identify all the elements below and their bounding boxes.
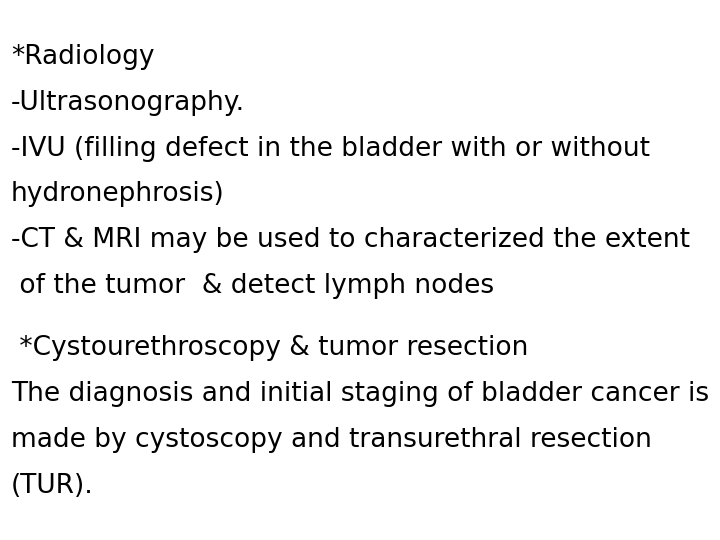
Text: *Cystourethroscopy & tumor resection: *Cystourethroscopy & tumor resection	[11, 335, 528, 361]
Text: *Radiology: *Radiology	[11, 44, 154, 70]
Text: hydronephrosis): hydronephrosis)	[11, 181, 225, 207]
Text: -IVU (filling defect in the bladder with or without: -IVU (filling defect in the bladder with…	[11, 136, 649, 161]
Text: The diagnosis and initial staging of bladder cancer is: The diagnosis and initial staging of bla…	[11, 381, 709, 407]
Text: -CT & MRI may be used to characterized the extent: -CT & MRI may be used to characterized t…	[11, 227, 690, 253]
Text: made by cystoscopy and transurethral resection: made by cystoscopy and transurethral res…	[11, 427, 652, 453]
Text: of the tumor  & detect lymph nodes: of the tumor & detect lymph nodes	[11, 273, 494, 299]
Text: (TUR).: (TUR).	[11, 473, 94, 499]
Text: -Ultrasonography.: -Ultrasonography.	[11, 90, 245, 116]
